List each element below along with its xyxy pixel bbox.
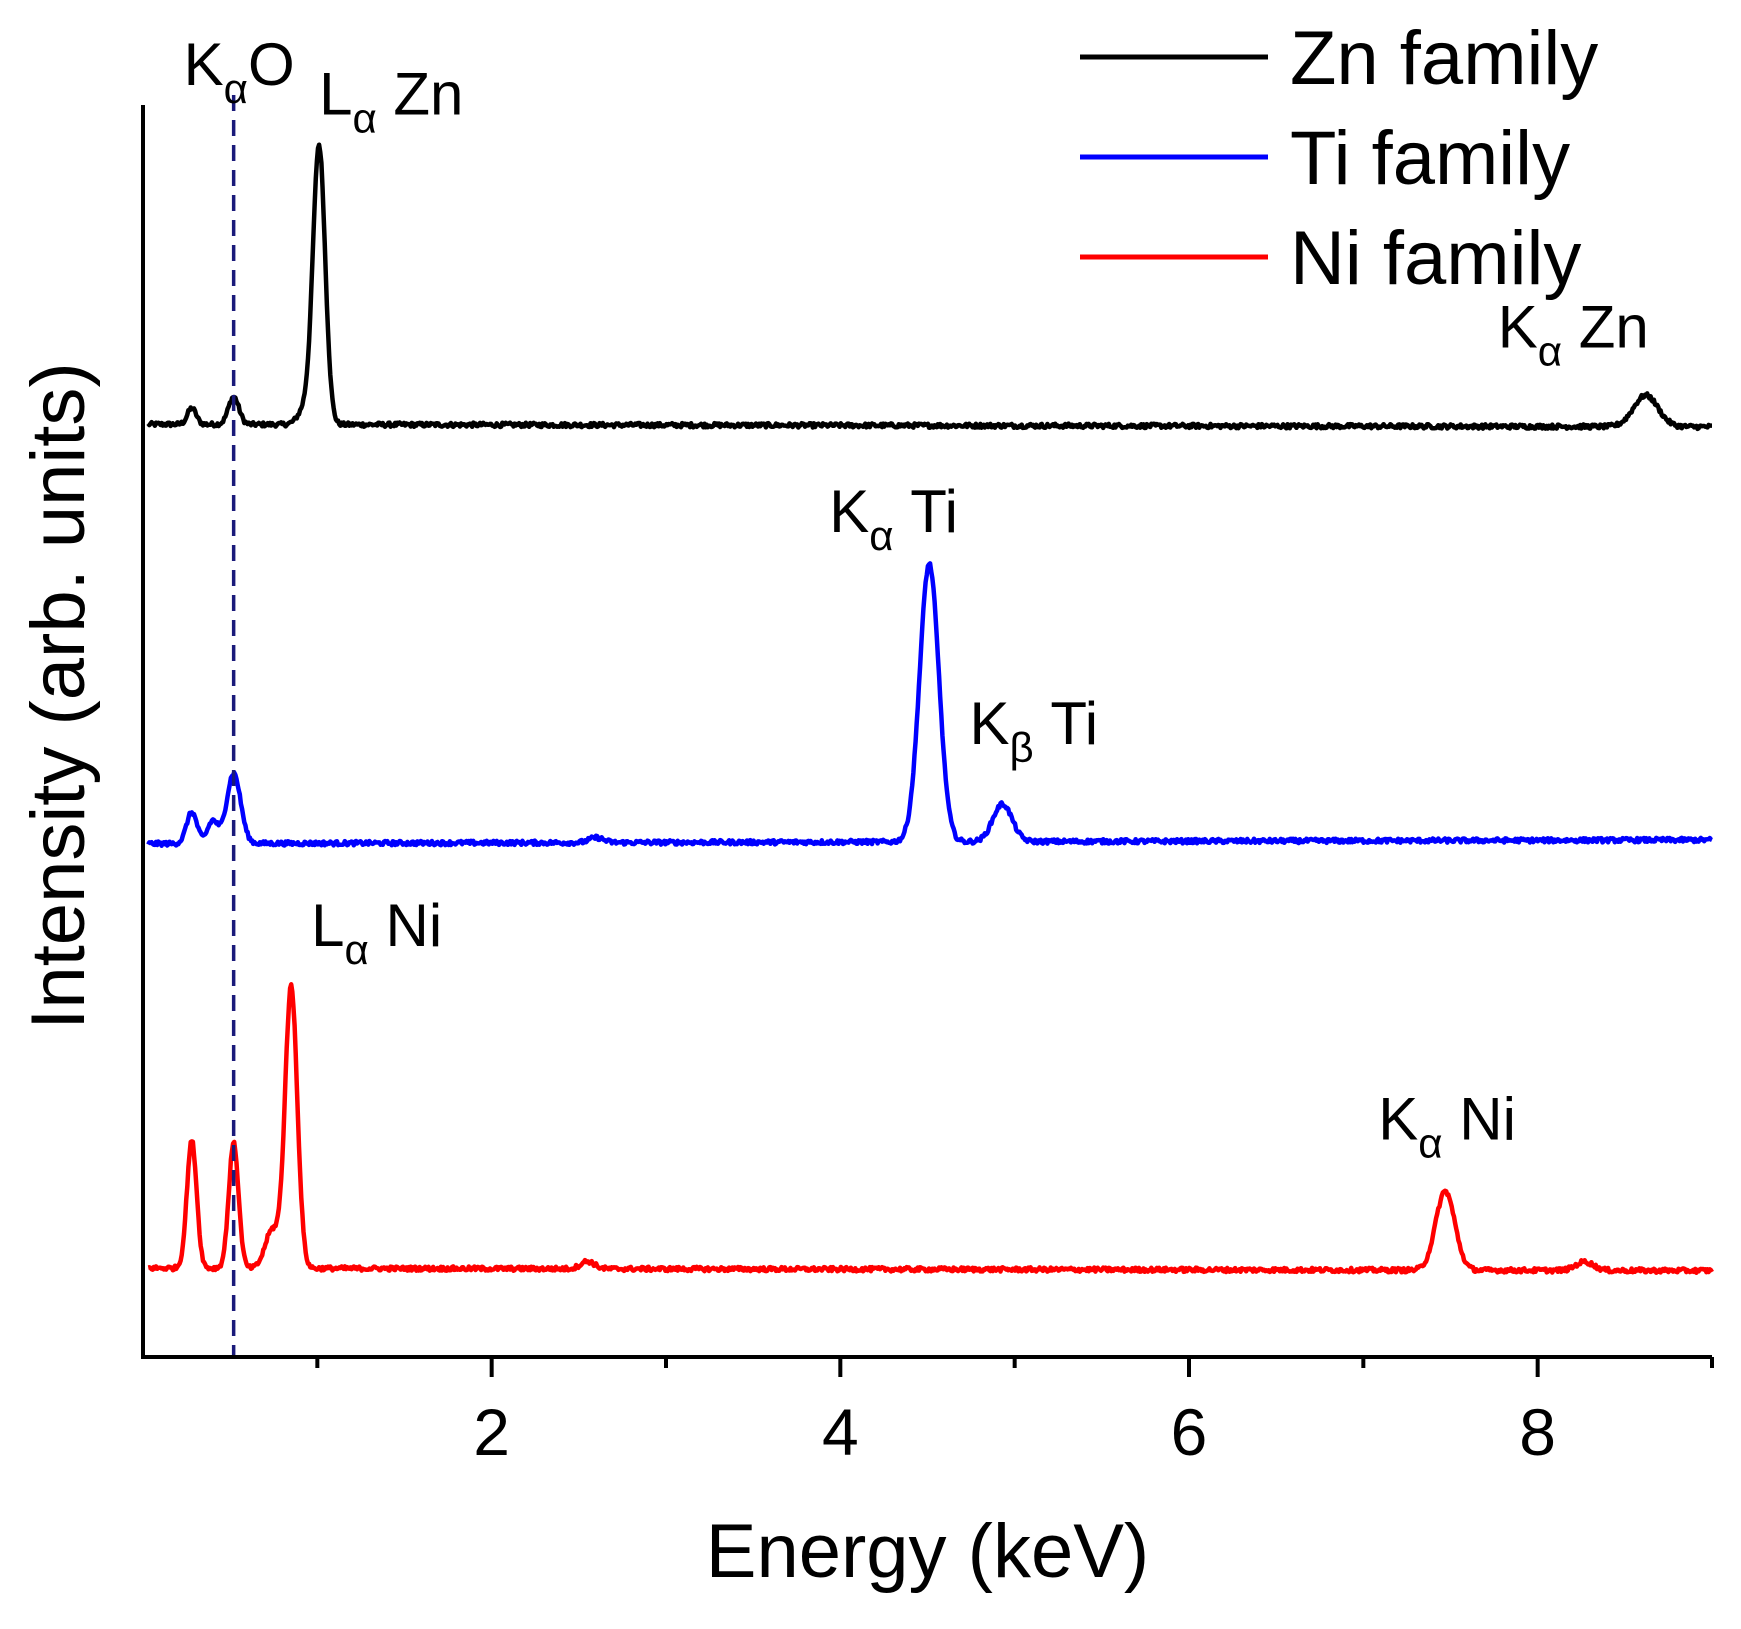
peak-label-subscript: α: [869, 512, 893, 559]
legend-label-ni-family: Ni family: [1290, 216, 1581, 301]
peak-label-la-zn: Lα Zn: [319, 61, 463, 142]
peak-label-la-ni: Lα Ni: [311, 892, 442, 973]
series-line-ni-family: [147, 982, 1714, 1275]
x-tick-label: 2: [473, 1395, 510, 1469]
x-tick-label: 4: [822, 1395, 859, 1469]
plot-lines: [146, 142, 1714, 1275]
peak-label-main: K: [184, 31, 224, 98]
peak-label-ka-ti: Kα Ti: [829, 478, 958, 559]
peak-label-subscript: β: [1009, 724, 1033, 771]
peak-label-main: K: [1498, 293, 1538, 360]
peak-label-element: Ti: [1034, 690, 1098, 757]
legend-label-zn-family: Zn family: [1290, 16, 1598, 101]
peak-label-main: K: [829, 478, 869, 545]
peak-label-element: Ni: [369, 892, 442, 959]
x-ticks: 2 4 6 8: [315, 1357, 1714, 1469]
series-line-zn-family: [146, 142, 1714, 432]
peak-label-subscript: α: [224, 65, 248, 112]
peak-label-element: Ni: [1443, 1085, 1516, 1152]
peak-label-main: L: [319, 61, 352, 128]
peak-label-subscript: α: [352, 95, 376, 142]
x-axis-title: Energy (keV): [706, 1509, 1150, 1594]
peak-label-element: O: [248, 31, 295, 98]
peak-label-main: L: [311, 892, 344, 959]
peak-label-ka-zn: Kα Zn: [1498, 293, 1649, 374]
legend: Zn family Ti family Ni family: [1080, 16, 1598, 301]
peak-label-main: K: [1378, 1085, 1418, 1152]
peak-label-element: Ti: [894, 478, 958, 545]
x-tick-label: 8: [1519, 1395, 1556, 1469]
y-axis-title: Intensity (arb. units): [16, 362, 101, 1029]
peak-label-ka-o: KαO: [184, 31, 295, 112]
series-line-ti-family: [146, 561, 1714, 848]
peak-label-kb-ti: Kβ Ti: [969, 690, 1098, 771]
peak-label-subscript: α: [1418, 1119, 1442, 1166]
legend-label-ti-family: Ti family: [1290, 116, 1570, 201]
x-tick-label: 6: [1171, 1395, 1208, 1469]
peak-label-element: Zn: [1562, 293, 1649, 360]
peak-label-main: K: [969, 690, 1009, 757]
peak-label-subscript: α: [345, 926, 369, 973]
axes: 2 4 6 8: [141, 105, 1714, 1469]
peak-label-element: Zn: [377, 61, 464, 128]
peak-label-subscript: α: [1538, 327, 1562, 374]
peak-label-ka-ni: Kα Ni: [1378, 1085, 1516, 1166]
